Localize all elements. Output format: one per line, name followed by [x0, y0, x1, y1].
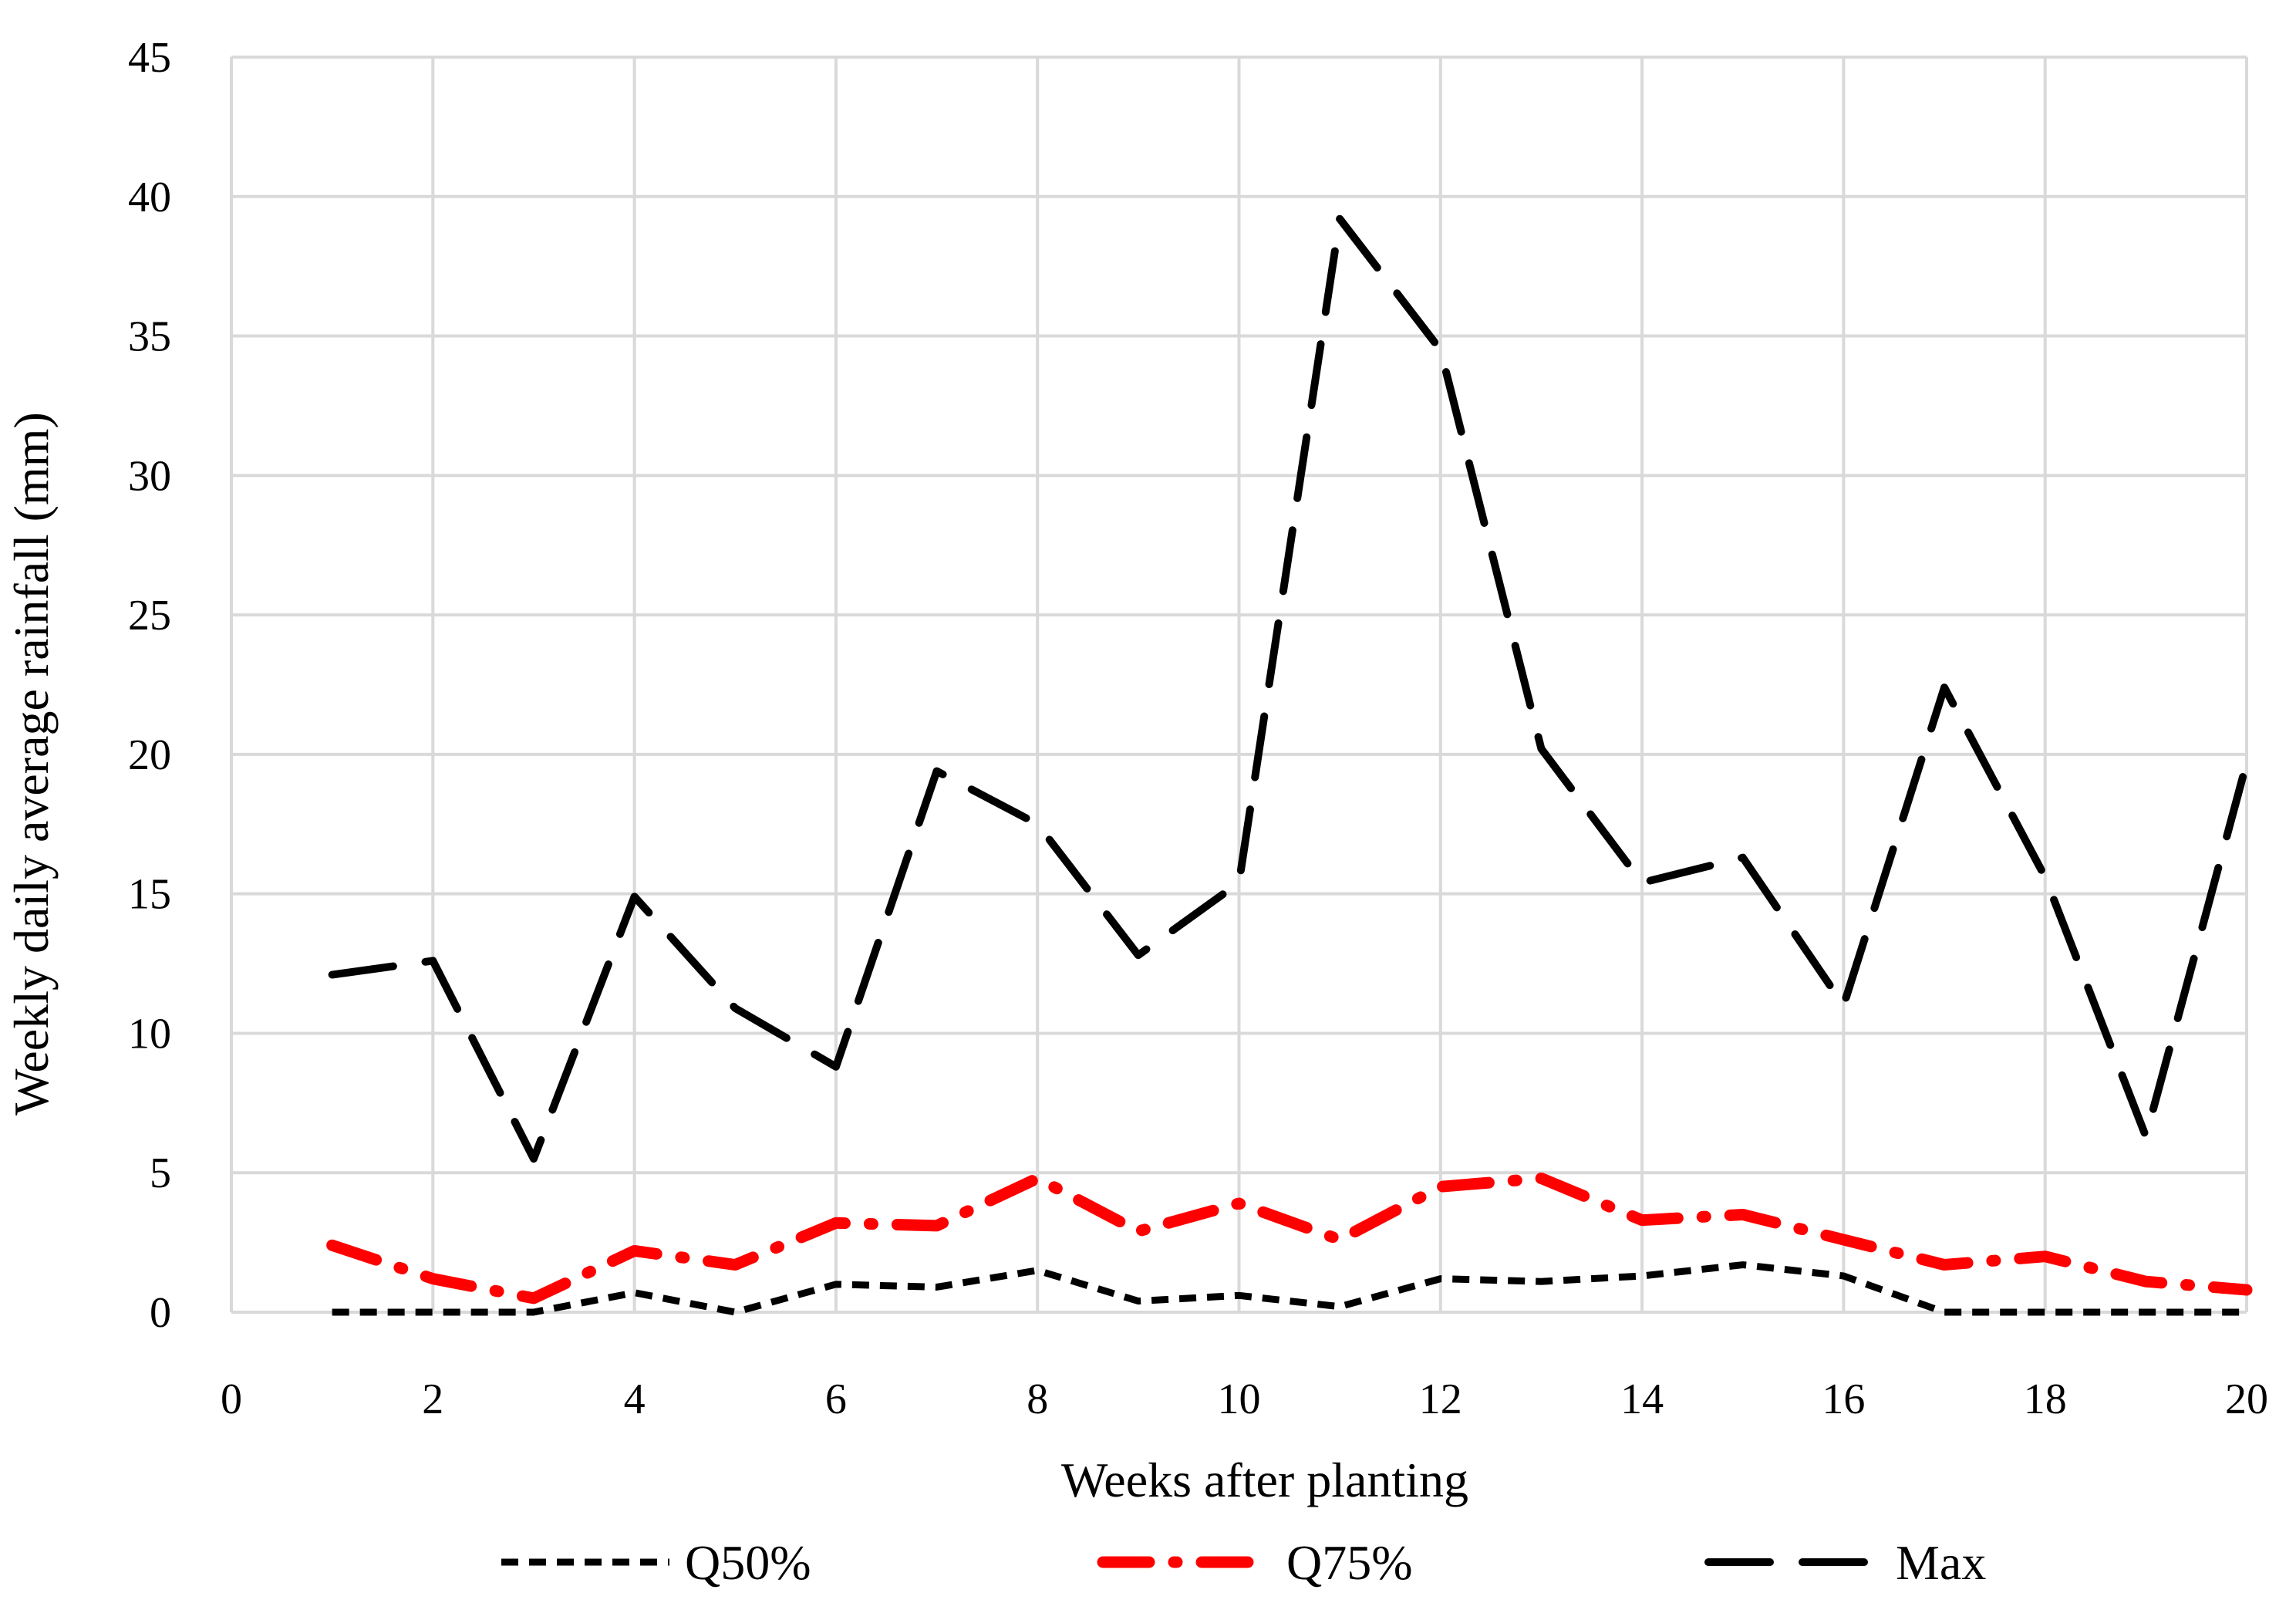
x-axis-title: Weeks after planting: [1061, 1453, 1468, 1507]
x-tick-label-5: 10: [1218, 1375, 1261, 1423]
x-tick-label-4: 8: [1027, 1375, 1048, 1423]
x-tick-label-7: 14: [1620, 1375, 1664, 1423]
series-line-q75-: [326, 1172, 2253, 1304]
legend: Q50% Q75% Max: [501, 1535, 1986, 1590]
x-tick-label-10: 20: [2225, 1375, 2268, 1423]
y-tick-label-6: 30: [128, 452, 171, 500]
series-line-max: [328, 214, 2250, 1163]
x-tick-label-1: 2: [422, 1375, 443, 1423]
legend-label-q50-: Q50%: [685, 1535, 811, 1590]
x-axis-tick-labels: 0 2 4 6 8 10 12 14 16 18 20: [221, 1375, 2268, 1423]
y-tick-label-8: 40: [128, 174, 171, 221]
y-tick-label-7: 35: [128, 313, 171, 361]
legend-label-q75-: Q75%: [1286, 1535, 1413, 1590]
x-tick-label-2: 4: [624, 1375, 646, 1423]
x-tick-label-0: 0: [221, 1375, 242, 1423]
y-tick-label-0: 0: [150, 1289, 171, 1337]
series-line-q50-: [332, 1261, 2247, 1316]
y-axis-title: Weekly daily average rainfall (mm): [4, 412, 59, 1115]
y-tick-label-4: 20: [128, 731, 171, 779]
x-tick-label-8: 16: [1822, 1375, 1865, 1423]
y-axis-tick-labels: 0 5 10 15 20 25 30 35 40 45: [128, 34, 171, 1337]
x-tick-label-3: 6: [825, 1375, 847, 1423]
y-tick-label-3: 15: [128, 871, 171, 919]
y-tick-label-5: 25: [128, 592, 171, 640]
x-tick-label-9: 18: [2024, 1375, 2067, 1423]
legend-label-max: Max: [1896, 1535, 1986, 1590]
series-lines: [326, 214, 2253, 1316]
x-tick-label-6: 12: [1419, 1375, 1462, 1423]
y-tick-label-2: 10: [128, 1010, 171, 1058]
y-tick-label-1: 5: [150, 1149, 171, 1197]
grid-lines: [230, 56, 2248, 1314]
y-tick-label-9: 45: [128, 34, 171, 82]
